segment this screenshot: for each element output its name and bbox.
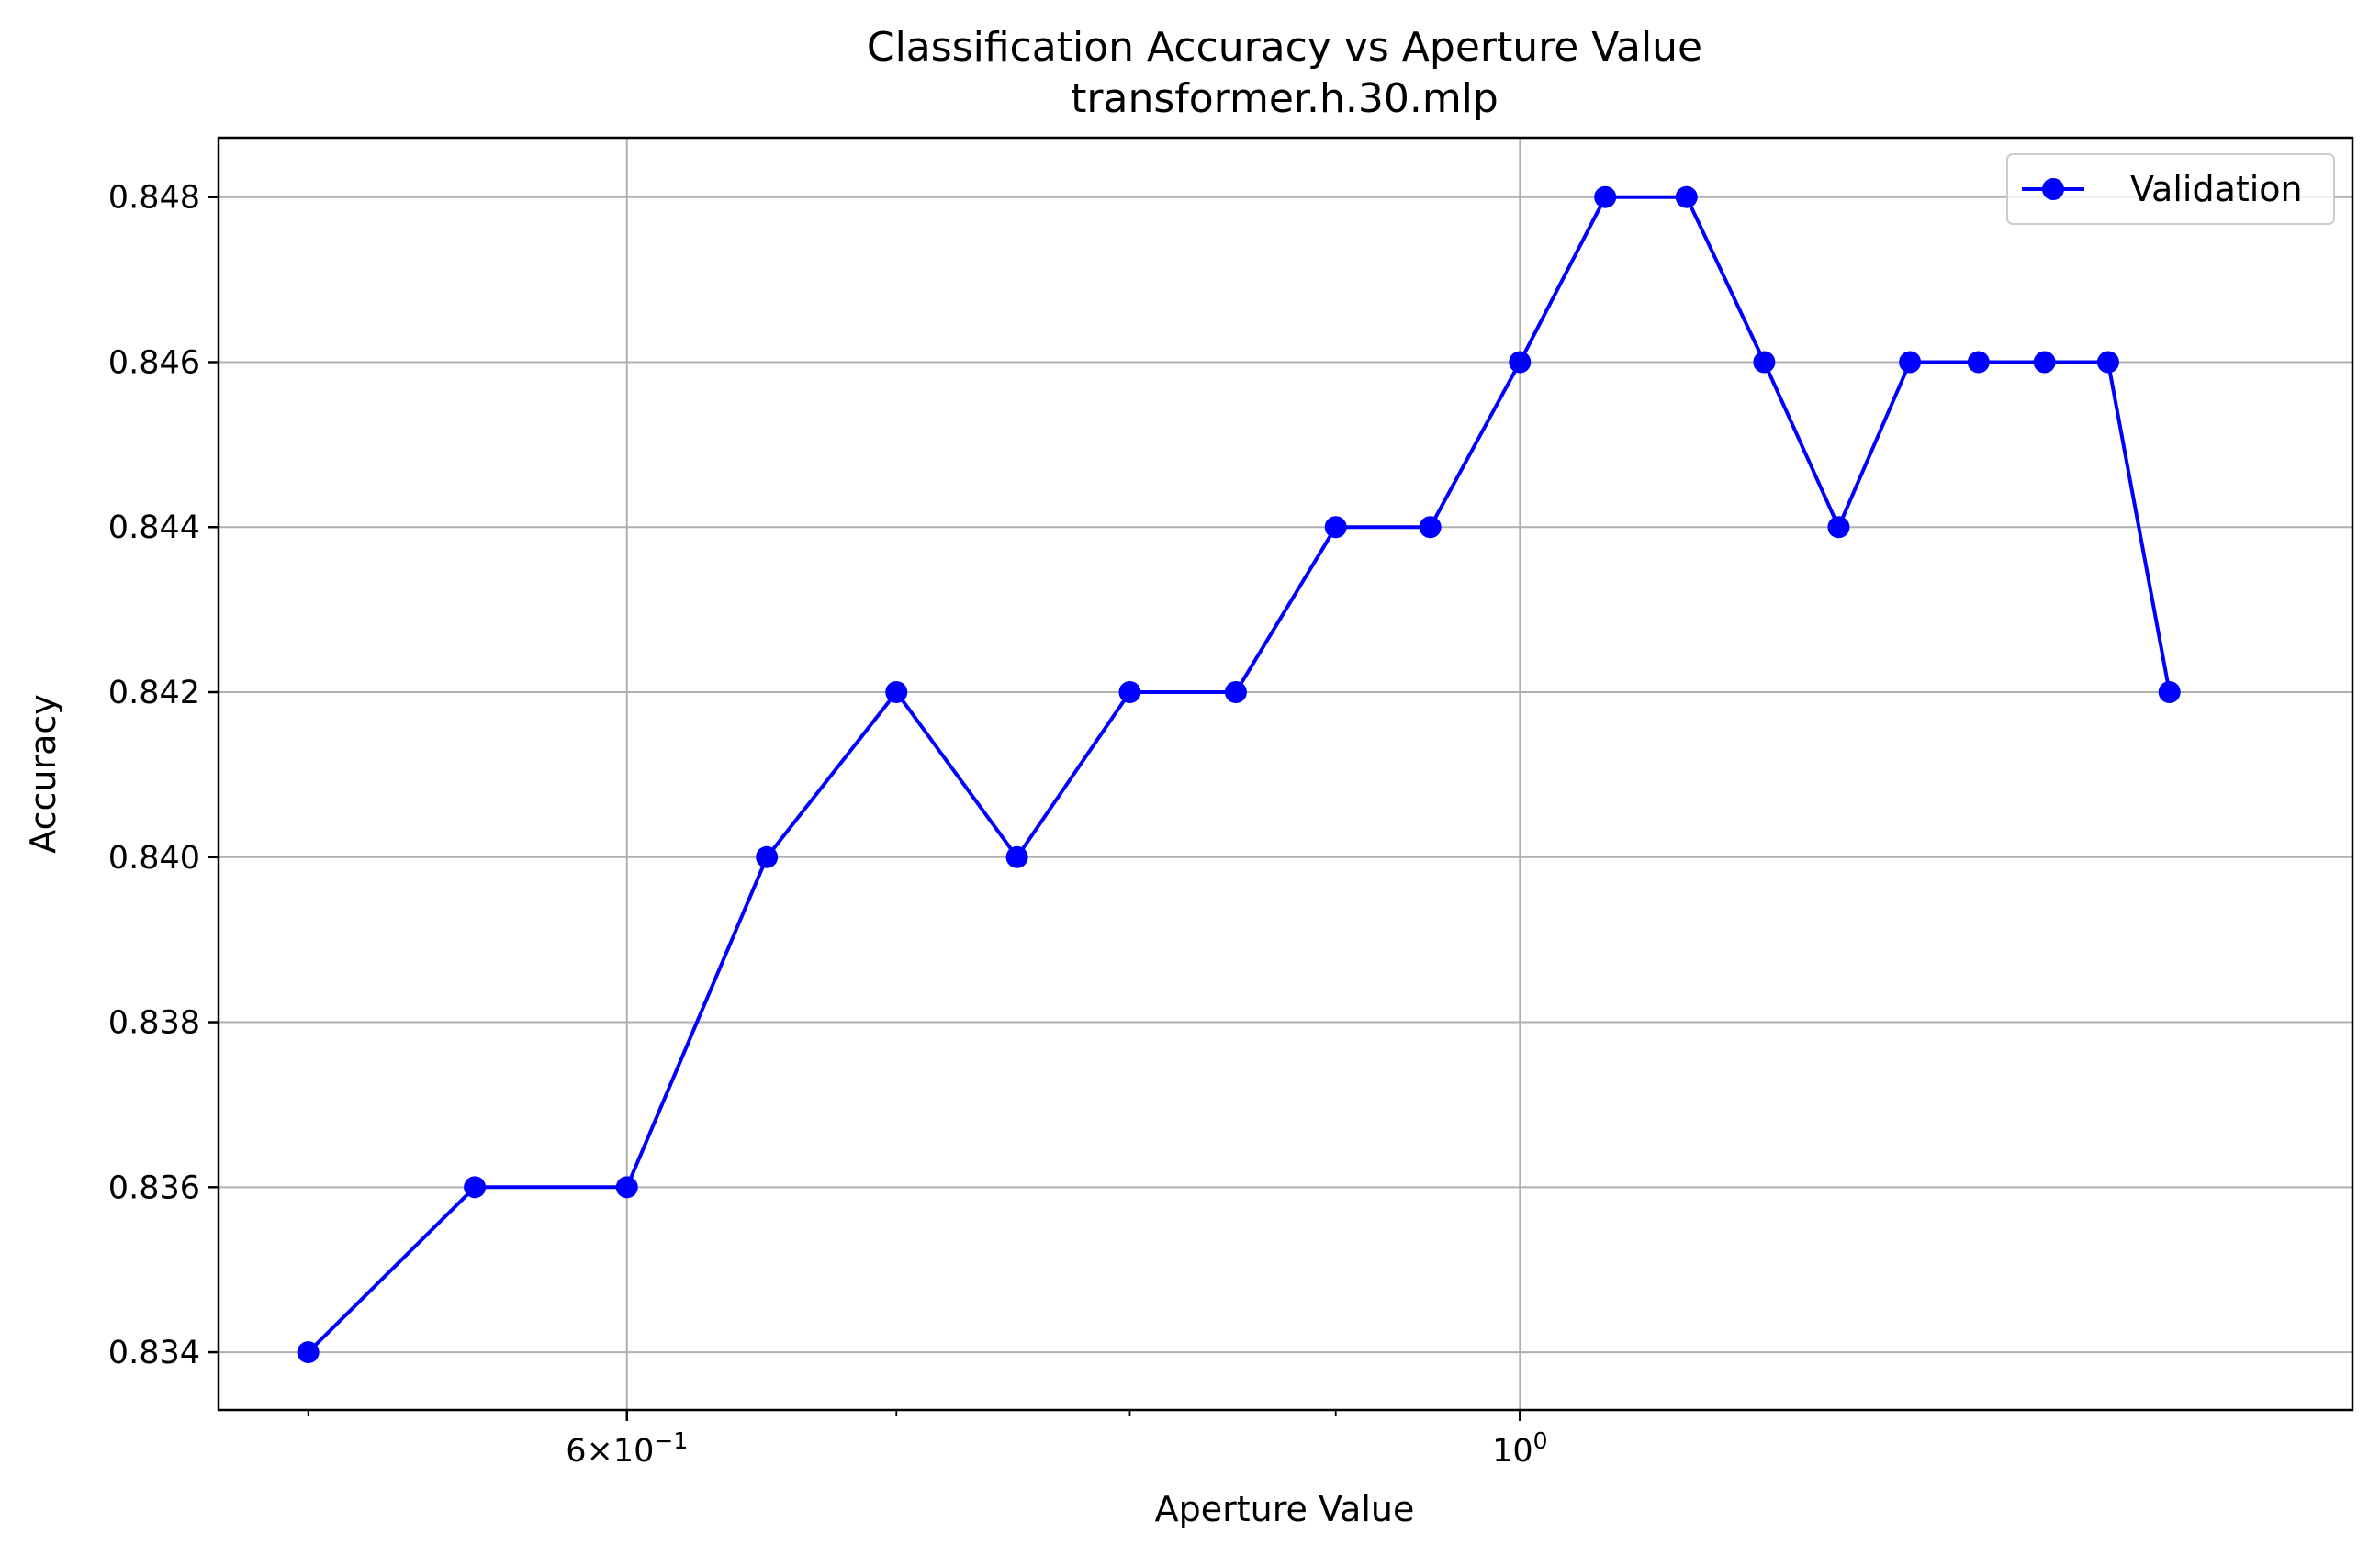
y-tick-label: 0.836 [108, 1169, 200, 1206]
data-point [1509, 351, 1532, 374]
data-point [2158, 681, 2181, 704]
x-tick-label: 6×10−1 [566, 1427, 688, 1470]
series-line-validation [307, 195, 2172, 1354]
x-tick-label: 100 [1492, 1427, 1547, 1470]
data-point [1005, 845, 1028, 868]
chart-title: Classification Accuracy vs Aperture Valu… [867, 24, 1702, 71]
data-point [1419, 516, 1442, 539]
data-point [1967, 351, 1990, 374]
data-point [1827, 516, 1850, 539]
y-tick-label: 0.840 [108, 840, 200, 877]
data-point [2096, 351, 2119, 374]
chart-subtitle: transformer.h.30.mlp [1071, 75, 1499, 122]
legend-marker-swatch [2042, 178, 2064, 200]
data-point [1118, 681, 1141, 704]
data-point [756, 845, 779, 868]
series-line-layer [307, 195, 2172, 1354]
x-axis-label: Aperture Value [1155, 1489, 1415, 1529]
data-point [1594, 185, 1617, 208]
y-axis-label: Accuracy [23, 694, 63, 854]
y-tick-label: 0.846 [108, 344, 200, 381]
data-point [2033, 351, 2056, 374]
data-point [297, 1341, 320, 1364]
data-point [1224, 681, 1247, 704]
data-point [1753, 351, 1776, 374]
data-point [615, 1176, 638, 1199]
y-tick-label: 0.844 [108, 509, 200, 546]
data-point [1899, 351, 1922, 374]
data-point [1324, 516, 1347, 539]
data-point [1675, 185, 1698, 208]
y-tick-label: 0.848 [108, 180, 200, 217]
data-point [464, 1176, 487, 1199]
legend-box [2006, 153, 2335, 225]
y-tick-label: 0.834 [108, 1335, 200, 1371]
data-point [885, 681, 908, 704]
y-tick-label: 0.838 [108, 1005, 200, 1042]
legend-label-validation: Validation [2130, 169, 2303, 209]
series-marker-layer [297, 185, 2181, 1364]
x-axis: 6×10−1 100 [307, 1410, 1548, 1470]
y-axis: 0.834 0.836 0.838 0.840 0.842 0.844 0.846 0.848 [108, 180, 219, 1371]
plot-area-frame [217, 136, 2354, 1412]
y-tick-label: 0.842 [108, 675, 200, 711]
legend: Validation [2006, 153, 2335, 225]
